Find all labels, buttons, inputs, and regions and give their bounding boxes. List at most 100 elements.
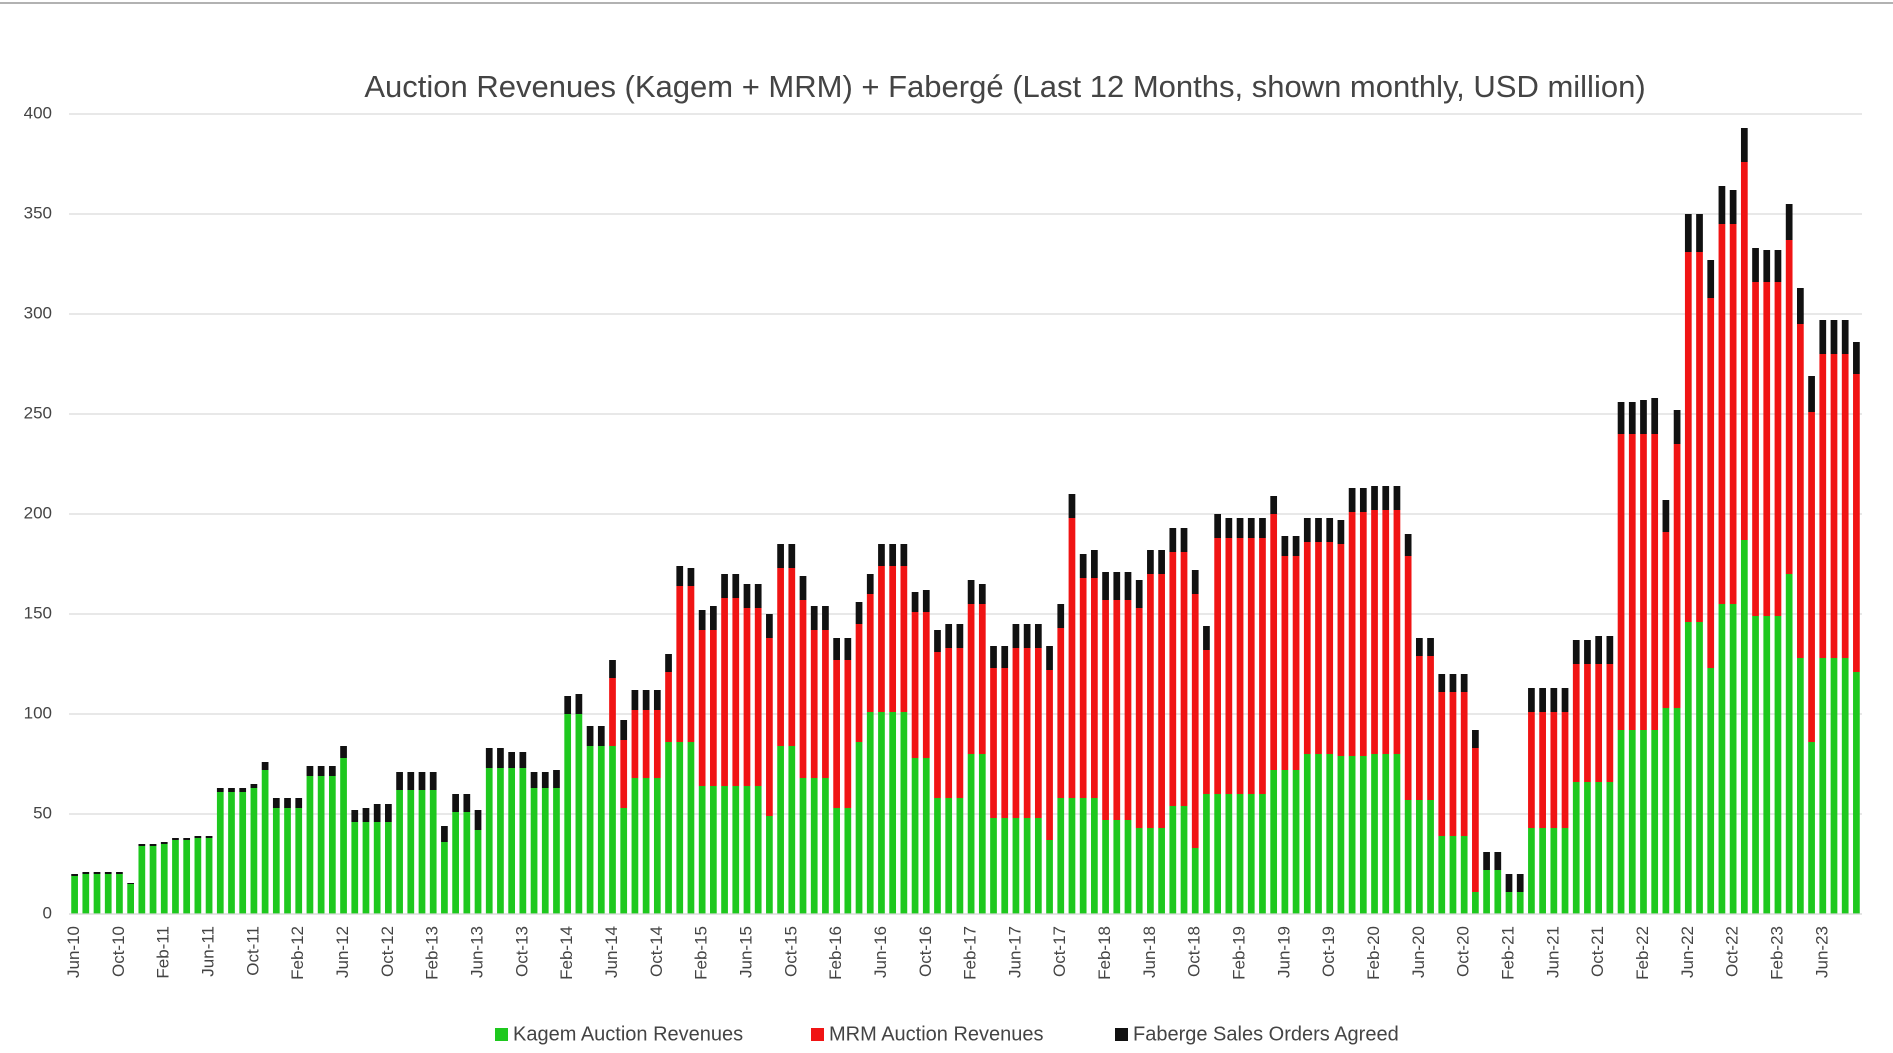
bar-segment [967,604,975,754]
bar-segment [687,586,695,742]
bar-segment [1046,840,1053,914]
bar-segment [1382,510,1390,754]
bar-segment [1707,298,1715,668]
bar-segment [306,776,314,914]
bar-segment [1292,556,1300,770]
bar-segment [272,798,280,808]
bar-segment [93,874,101,914]
bar-segment [586,746,594,914]
bar-segment [956,648,964,798]
bar-segment [1460,836,1468,914]
bar-segment [1091,578,1098,798]
bar-segment [1303,542,1311,754]
bar-segment [1595,782,1603,914]
bar-segment [743,584,751,608]
bar-segment [698,610,706,630]
bar-segment [194,838,202,914]
bar-segment [418,772,426,790]
bar-segment [1147,550,1154,574]
bar-segment [1348,488,1356,512]
bar-segment [687,568,695,586]
bar-segment [810,778,818,914]
bar-segment [463,794,471,812]
bar-segment [82,874,90,914]
bar-segment [732,598,740,786]
x-tick-label: Jun-16 [871,926,890,978]
bar-segment [362,808,370,822]
bar-segment [1662,708,1670,914]
x-tick-label: Jun-10 [64,926,83,978]
bar-segment [1281,556,1289,770]
bar-segment [1158,574,1165,828]
bar-segment [1584,782,1591,914]
bar-segment [956,624,964,648]
bar-segment [1449,674,1457,692]
bar-segment [1068,798,1076,914]
bar-segment [575,694,583,714]
bar-segment [1528,688,1535,712]
x-tick-label: Oct-10 [109,926,128,977]
x-tick-label: Oct-17 [1050,926,1069,977]
y-tick-label: 100 [24,703,52,722]
bar-segment [1057,628,1065,798]
y-tick-label: 200 [24,503,52,522]
bar-segment [990,818,997,914]
bar-segment [564,714,572,914]
bar-segment [485,748,493,768]
bar-segment [1203,626,1210,650]
bar-segment [1584,664,1591,782]
bar-segment [1348,756,1356,914]
bar-segment [1359,488,1367,512]
bar-segment [788,544,796,568]
bar-segment [1034,818,1042,914]
bar-segment [1752,282,1759,616]
bar-segment [698,630,706,786]
bar-segment [1091,550,1098,578]
y-tick-label: 400 [24,103,52,122]
bar-segment [721,574,728,598]
bar-segment [945,798,953,914]
bar-segment [631,710,639,778]
legend-label: Kagem Auction Revenues [513,1023,743,1045]
bar-segment [228,792,235,914]
bar-segment [1001,818,1009,914]
bar-segment [1169,552,1177,806]
bar-segment [1427,800,1434,914]
bar-segment [1315,542,1322,754]
bar-segment [1841,320,1849,354]
bar-segment [407,772,415,790]
bar-segment [93,872,101,874]
bar-segment [1673,708,1681,914]
bar-segment [1752,616,1759,914]
bar-segment [1247,518,1255,538]
x-tick-label: Jun-12 [333,926,352,978]
bar-segment [1068,518,1076,798]
bar-segment [306,766,314,776]
bar-segment [82,872,90,874]
bar-segment [1606,664,1614,782]
bar-segment [1841,354,1849,658]
bar-segment [1662,500,1670,532]
bar-segment [1808,412,1815,742]
bar-segment [1539,688,1546,712]
bar-segment [934,630,941,652]
bar-segment [1012,818,1020,914]
bar-segment [822,778,829,914]
bar-segment [1113,600,1121,820]
bar-segment [1001,646,1009,668]
bar-segment [519,768,527,914]
bar-segment [1595,664,1603,782]
bar-segment [1785,240,1793,574]
bar-segment [541,788,549,914]
bar-segment [373,822,381,914]
bar-segment [1808,742,1815,914]
bar-segment [1102,600,1109,820]
bar-segment [272,808,280,914]
bar-segment [1113,820,1121,914]
bar-segment [620,808,628,914]
bar-segment [441,826,448,842]
x-tick-label: Jun-23 [1812,926,1831,978]
x-tick-label: Oct-12 [378,926,397,977]
bar-segment [1124,572,1132,600]
bar-segment [541,772,549,788]
